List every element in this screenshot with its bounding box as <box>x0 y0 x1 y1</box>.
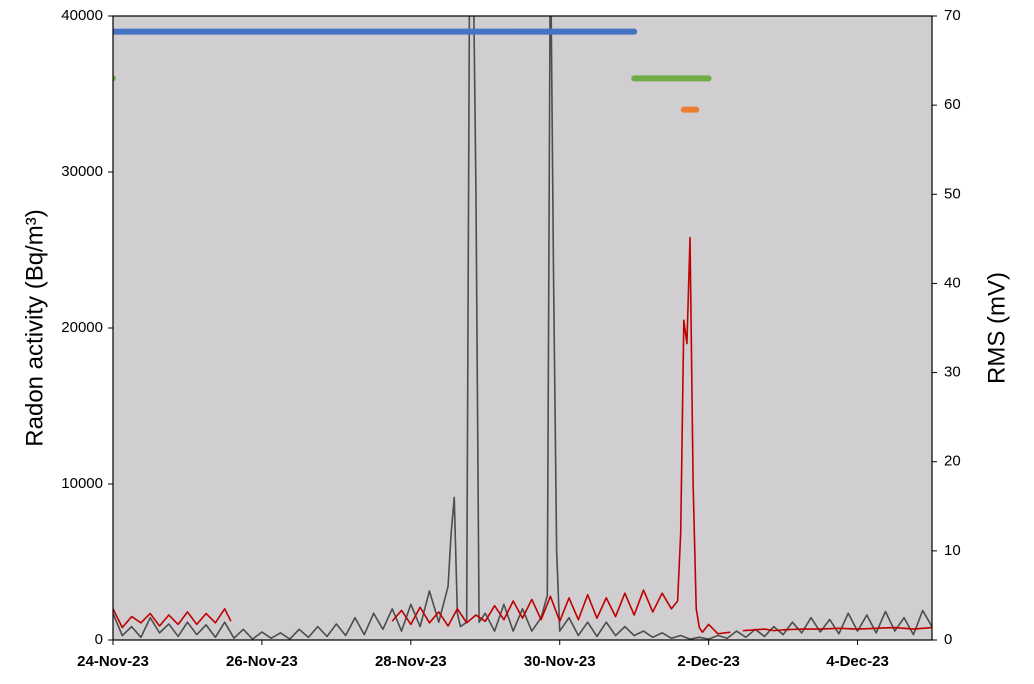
y2-tick-label: 30 <box>944 364 961 381</box>
plot-border <box>112 15 933 641</box>
y2-tick-label: 40 <box>944 274 961 291</box>
series-line <box>113 236 932 635</box>
x-tick-label: 2-Dec-23 <box>677 653 740 670</box>
x-tick-label: 30-Nov-23 <box>524 653 596 670</box>
y-tick-label: 20000 <box>61 319 103 336</box>
x-tick-label: 28-Nov-23 <box>375 653 447 670</box>
y2-tick-label: 20 <box>944 453 961 470</box>
y-axis-title: Radon activity (Bq/m³) <box>21 209 48 446</box>
series-line <box>113 16 932 640</box>
plot-background <box>113 16 932 640</box>
y2-tick-label: 60 <box>944 96 961 113</box>
y-tick-label: 30000 <box>61 163 103 180</box>
x-tick-label: 24-Nov-23 <box>77 653 149 670</box>
plot-area <box>113 16 932 640</box>
y2-axis-title: RMS (mV) <box>983 272 1010 384</box>
x-tick-label: 4-Dec-23 <box>826 653 889 670</box>
y2-tick-label: 50 <box>944 185 961 202</box>
y-tick-label: 10000 <box>61 475 103 492</box>
y-tick-label: 40000 <box>61 7 103 24</box>
y2-tick-label: 70 <box>944 7 961 24</box>
y2-tick-label: 10 <box>944 542 961 559</box>
y-tick-label: 0 <box>95 631 103 648</box>
y2-tick-label: 0 <box>944 631 952 648</box>
x-tick-label: 26-Nov-23 <box>226 653 298 670</box>
